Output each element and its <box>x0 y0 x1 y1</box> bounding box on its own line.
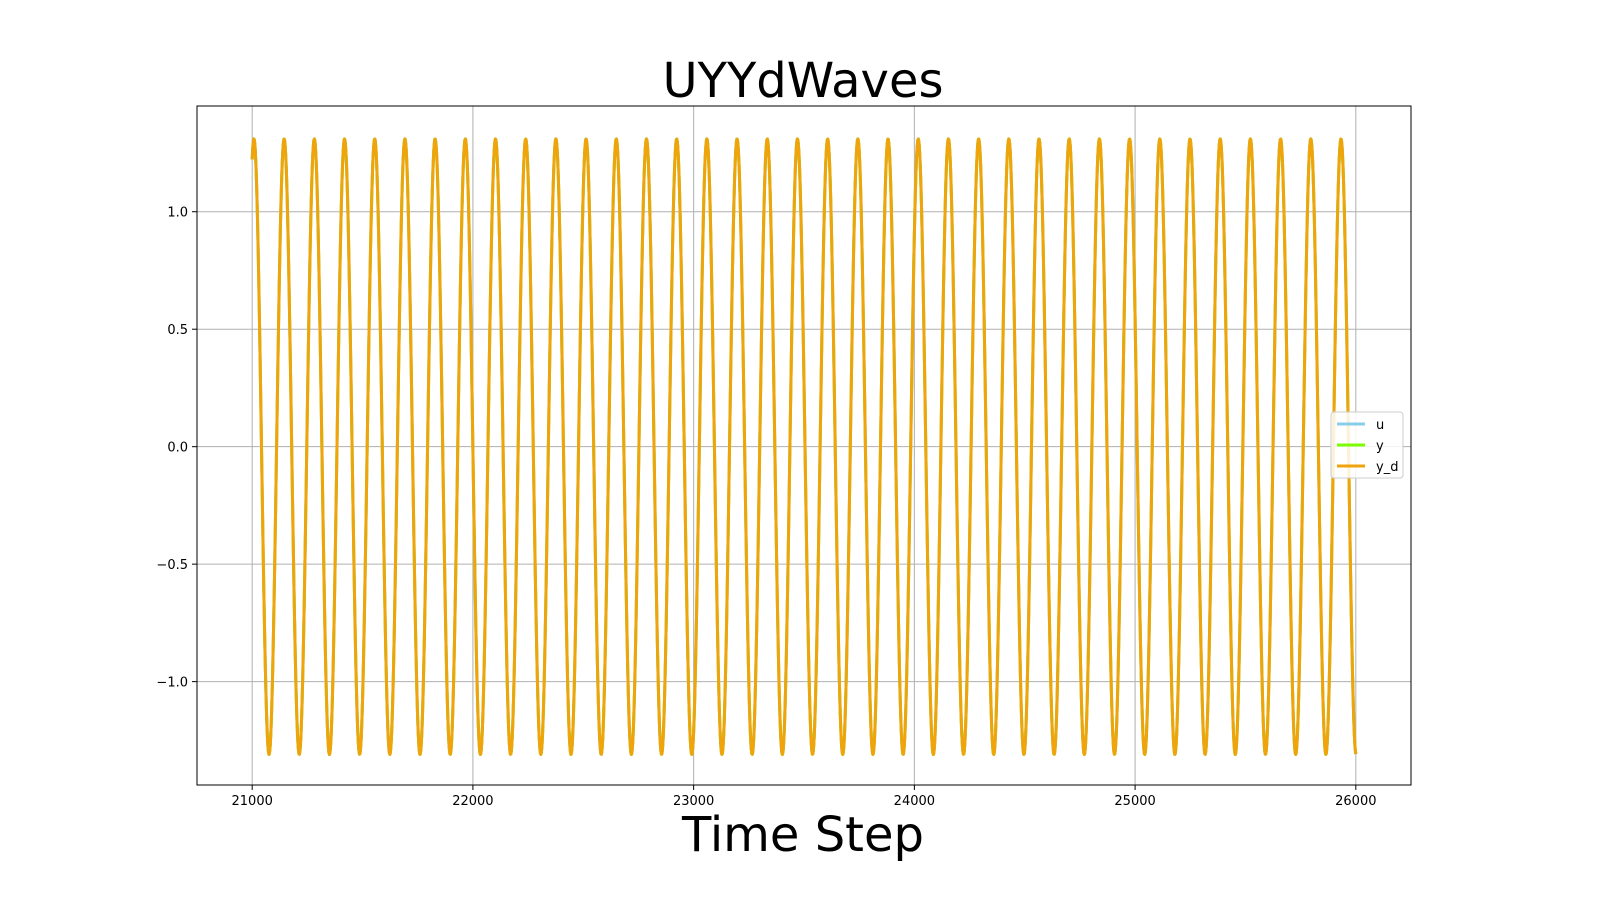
legend-label-u: u <box>1376 418 1384 433</box>
series-lines <box>250 137 1358 756</box>
x-tick-label: 26000 <box>1335 794 1376 809</box>
plot-frame <box>196 105 1412 786</box>
x-axis-label: Time Step <box>681 807 924 863</box>
x-tick-label: 21000 <box>232 794 273 809</box>
y-axis: −1.0 −0.5 0.0 0.5 1.0 <box>156 206 197 691</box>
x-tick-label: 23000 <box>673 794 714 809</box>
legend-label-y-d: y_d <box>1376 460 1398 475</box>
legend-box <box>1330 411 1404 479</box>
y-tick-label: 1.0 <box>167 206 188 221</box>
y-tick-label: 0.5 <box>167 323 188 338</box>
x-tick-label: 22000 <box>452 794 493 809</box>
y-tick-label: −0.5 <box>156 558 188 573</box>
series-line-y-d <box>250 137 1358 756</box>
y-tick-label: −1.0 <box>156 676 188 691</box>
x-tick-label: 24000 <box>894 794 935 809</box>
chart-title: UYYdWaves <box>663 53 944 109</box>
legend: uy y_d <box>1330 411 1404 479</box>
y-tick-label: 0.0 <box>167 441 188 456</box>
x-tick-label: 25000 <box>1114 794 1155 809</box>
legend-label-y: y <box>1376 439 1384 454</box>
x-axis: 21000 22000 23000 24000 25000 26000 <box>232 785 1376 809</box>
